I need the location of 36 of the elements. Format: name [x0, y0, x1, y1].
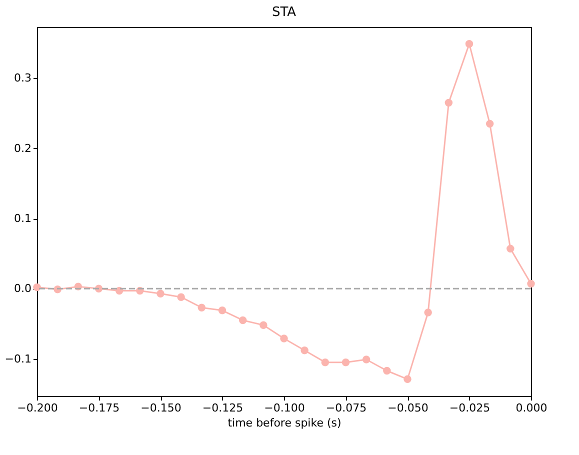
x-tick-label: −0.050	[388, 402, 428, 414]
y-tick-label: −0.1	[4, 352, 32, 366]
point	[177, 293, 185, 301]
x-tick-label: 0.000	[516, 402, 548, 414]
point	[362, 356, 370, 364]
x-tick-label: −0.100	[264, 402, 305, 414]
point	[486, 120, 494, 128]
point	[321, 358, 330, 366]
y-tick-label: 0.3	[14, 72, 32, 85]
point	[527, 280, 535, 288]
x-tick-label: −0.075	[326, 402, 367, 414]
point	[33, 283, 41, 292]
point	[238, 316, 247, 324]
point	[404, 375, 412, 384]
point	[342, 358, 350, 366]
point	[424, 308, 432, 316]
point	[444, 98, 453, 107]
point	[465, 40, 474, 48]
x-tick-label: −0.200	[17, 402, 58, 414]
x-tick-label: −0.150	[140, 402, 182, 414]
point	[260, 321, 268, 330]
point	[300, 346, 308, 354]
point	[506, 244, 514, 253]
x-tick-label: −0.025	[449, 402, 490, 414]
y-tick-label: 0.2	[14, 142, 32, 155]
y-tick-label: 0.0	[14, 282, 32, 296]
y-tick-label: 0.1	[14, 212, 32, 226]
chart-title: STA	[272, 5, 296, 20]
x-tick-label: −0.125	[202, 402, 244, 414]
point	[156, 290, 164, 298]
point	[280, 334, 288, 342]
point	[383, 366, 391, 375]
x-axis-title: time before spike (s)	[228, 416, 342, 430]
x-tick-label: −0.175	[78, 402, 120, 414]
point	[198, 304, 206, 312]
point	[218, 306, 226, 314]
